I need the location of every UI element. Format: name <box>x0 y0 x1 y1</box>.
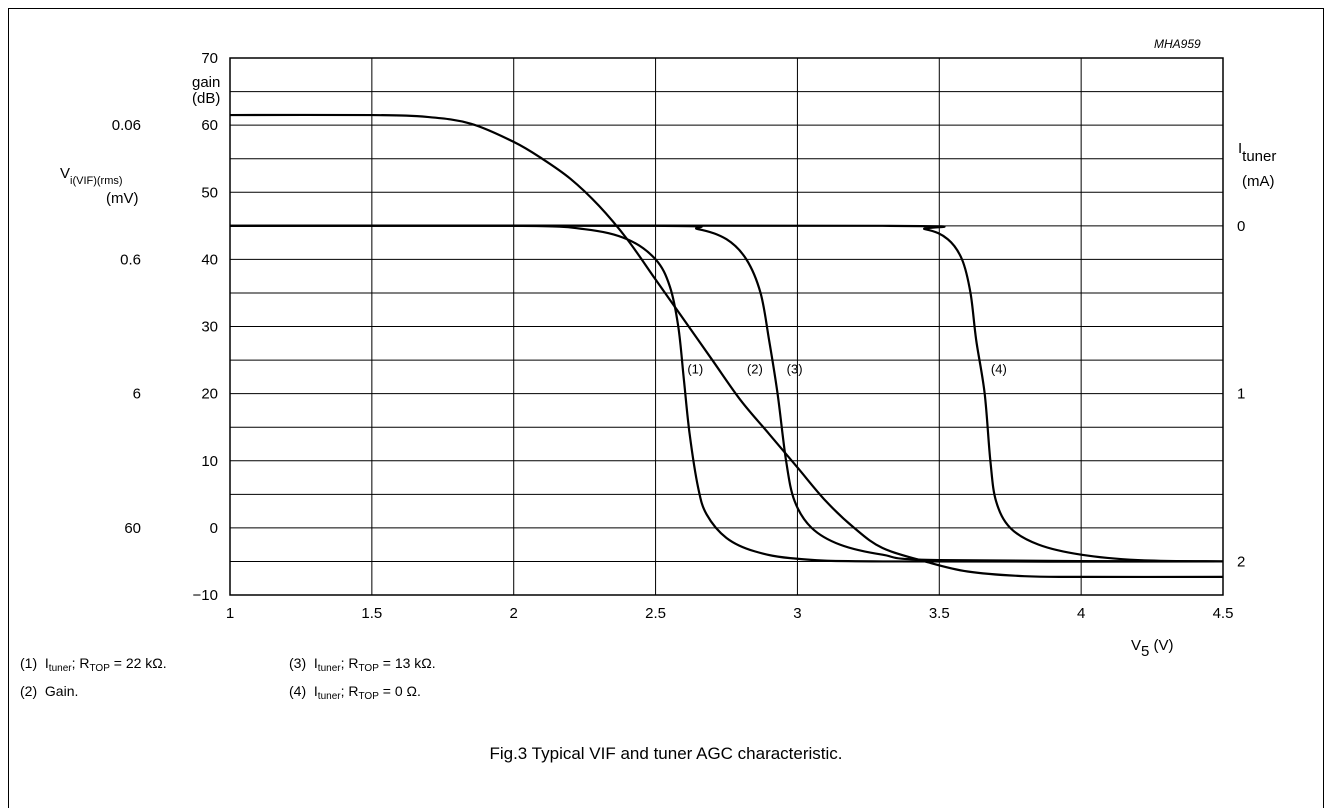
vif-tick-label: 0.06 <box>112 117 141 134</box>
legend-tail: = 22 kΩ. <box>109 655 167 671</box>
legend-text: I <box>313 655 318 671</box>
legend-sub2: TOP <box>358 691 379 702</box>
tuner-axis-label: Ituner <box>1238 140 1276 165</box>
x-tick-label: 1 <box>226 605 234 622</box>
series-line-2 <box>229 224 1224 563</box>
legend-item-3: (3) Ituner; RTOP = 13 kΩ. <box>289 655 436 674</box>
x-tick-label: 1.5 <box>361 605 382 622</box>
chart-grid <box>229 57 1224 596</box>
vif-axis-unit: (mV) <box>106 190 139 207</box>
figure-caption: Fig.3 Typical VIF and tuner AGC characte… <box>489 744 843 763</box>
y-tick-label: 20 <box>201 386 218 403</box>
legend-text: I <box>44 655 49 671</box>
legend-sub: tuner <box>48 663 72 674</box>
x-tick-label: 4.5 <box>1213 605 1234 622</box>
x-tick-label: 4 <box>1077 605 1085 622</box>
y-tick-label: −10 <box>193 587 218 604</box>
series-label: (2) <box>747 361 763 376</box>
legend-sub: tuner <box>317 691 341 702</box>
x-tick-labels: 1 1.5 2 2.5 3 3.5 4 4.5 <box>226 605 1234 622</box>
series-line-1 <box>229 113 1224 579</box>
tuner-axis-sub: tuner <box>1242 148 1276 165</box>
vif-tick-labels: 0.06 0.6 6 60 <box>112 117 141 537</box>
legend-num: (3) <box>289 655 307 671</box>
legend-item-1: (1) Ituner; RTOP = 22 kΩ. <box>20 655 167 674</box>
y-tick-label: 50 <box>201 184 218 201</box>
x-tick-label: 2 <box>510 605 518 622</box>
y-tick-label: 10 <box>201 453 218 470</box>
legend-item-4: (4) Ituner; RTOP = 0 Ω. <box>289 683 421 702</box>
legend-sub2: TOP <box>358 663 379 674</box>
vif-tick-label: 60 <box>124 520 141 537</box>
figure-frame <box>8 8 1324 808</box>
vif-axis-label: Vi(VIF)(rms) <box>60 165 123 187</box>
legend-rest: ; R <box>71 655 90 671</box>
legend-sub: tuner <box>317 663 341 674</box>
y-tick-label: 40 <box>201 251 218 268</box>
y-tick-labels: −10 0 10 20 30 40 50 60 70 <box>193 50 218 604</box>
x-axis-sub: 5 <box>1141 643 1149 660</box>
legend-item-2: (2) Gain. <box>20 683 78 699</box>
gain-axis-label: gain <box>192 74 220 91</box>
legend-num: (2) <box>20 683 38 699</box>
y-tick-label: 60 <box>201 117 218 134</box>
legend-text: I <box>313 683 318 699</box>
right-tick-labels: 0 1 2 <box>1237 218 1245 571</box>
legend-text: Gain. <box>44 683 79 699</box>
series-group: (2) (1) (3) (4) <box>229 113 1224 579</box>
series-label: (1) <box>687 361 703 376</box>
x-tick-label: 2.5 <box>645 605 666 622</box>
figure-code: MHA959 <box>1154 37 1201 51</box>
y-tick-label: 30 <box>201 319 218 336</box>
tuner-axis-unit: (mA) <box>1242 173 1275 190</box>
right-tick-label: 0 <box>1237 218 1245 235</box>
right-tick-label: 2 <box>1237 553 1245 570</box>
x-axis-main: V <box>1131 637 1141 654</box>
vif-tick-label: 0.6 <box>120 251 141 268</box>
series-label: (4) <box>991 361 1007 376</box>
x-tick-label: 3 <box>793 605 801 622</box>
y-tick-label: 70 <box>201 50 218 67</box>
x-tick-label: 3.5 <box>929 605 950 622</box>
x-axis-label: V5 (V) <box>1131 637 1174 660</box>
vif-axis-main: V <box>60 165 70 182</box>
plot-border <box>229 57 1224 596</box>
right-tick-label: 1 <box>1237 386 1245 403</box>
series-line-4 <box>229 224 1224 563</box>
vif-tick-label: 6 <box>133 386 141 403</box>
tuner-axis-main: I <box>1238 140 1242 157</box>
legend-tail: = 0 Ω. <box>378 683 421 699</box>
legend-tail: = 13 kΩ. <box>378 655 436 671</box>
legend-sub2: TOP <box>89 663 110 674</box>
legend-rest: ; R <box>340 655 359 671</box>
legend-num: (1) <box>20 655 38 671</box>
legend-rest: ; R <box>340 683 359 699</box>
legend-num: (4) <box>289 683 307 699</box>
series-label: (3) <box>787 361 803 376</box>
x-axis-unit: (V) <box>1149 637 1173 654</box>
vif-axis-sub: i(VIF)(rms) <box>70 175 123 187</box>
y-tick-label: 0 <box>210 520 218 537</box>
gain-axis-unit: (dB) <box>192 90 220 107</box>
